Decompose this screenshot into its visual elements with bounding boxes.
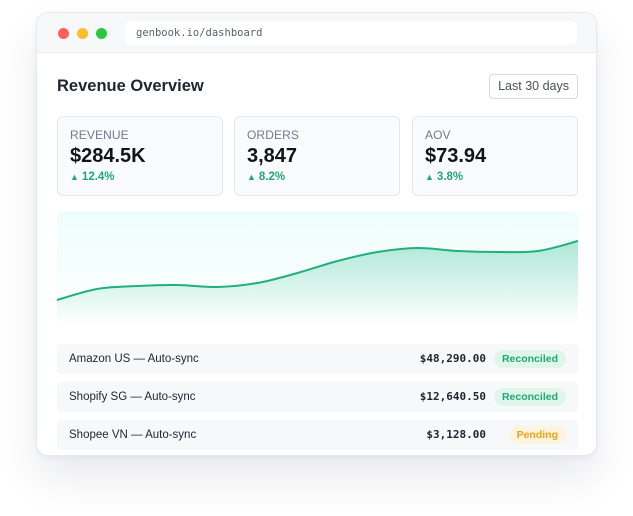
trend-up-icon: ▲ (70, 172, 79, 182)
kpi-delta-value: 12.4% (81, 171, 115, 183)
kpi-delta: ▲ 12.4% (70, 171, 222, 183)
browser-window: genbook.io/dashboard Revenue Overview La… (36, 12, 597, 456)
kpi-delta: ▲ 8.2% (247, 171, 399, 183)
kpi-card-orders: ORDERS 3,847 ▲ 8.2% (234, 116, 400, 196)
row-amount: $48,290.00 (419, 352, 486, 365)
kpi-delta: ▲ 3.8% (425, 171, 577, 183)
window-titlebar: genbook.io/dashboard (37, 13, 596, 53)
table-row[interactable]: Amazon US — Auto-sync $48,290.00 Reconci… (57, 344, 578, 374)
row-store-name: Shopify SG — Auto-sync (69, 391, 196, 403)
kpi-label: REVENUE (70, 128, 129, 142)
trend-up-icon: ▲ (425, 172, 434, 182)
kpi-card-revenue: REVENUE $284.5K ▲ 12.4% (57, 116, 223, 196)
date-range-button[interactable]: Last 30 days (489, 74, 578, 99)
kpi-value: $73.94 (425, 145, 487, 167)
row-amount: $12,640.50 (419, 390, 486, 403)
table-row[interactable]: Shopee VN — Auto-sync $3,128.00 Pending (57, 420, 578, 450)
status-badge: Pending (508, 426, 566, 444)
row-store-name: Amazon US — Auto-sync (69, 353, 199, 365)
kpi-cards: REVENUE $284.5K ▲ 12.4% ORDERS 3,847 ▲ 8.2… (57, 116, 578, 196)
page-title: Revenue Overview (57, 77, 204, 95)
table-row[interactable]: Shopify SG — Auto-sync $12,640.50 Reconc… (57, 382, 578, 412)
row-amount: $3,128.00 (426, 428, 486, 441)
kpi-card-aov: AOV $73.94 ▲ 3.8% (412, 116, 578, 196)
kpi-label: ORDERS (247, 128, 299, 142)
status-badge: Reconciled (493, 350, 566, 368)
kpi-label: AOV (425, 128, 451, 142)
address-bar[interactable]: genbook.io/dashboard (125, 21, 577, 45)
kpi-value: 3,847 (247, 145, 298, 167)
maximize-window-button[interactable] (96, 28, 107, 39)
revenue-chart (57, 211, 578, 324)
trend-up-icon: ▲ (247, 172, 256, 182)
revenue-line (57, 240, 578, 301)
kpi-delta-value: 3.8% (436, 171, 464, 183)
revenue-chart-svg (57, 240, 578, 324)
row-store-name: Shopee VN — Auto-sync (69, 429, 197, 441)
status-badge: Reconciled (493, 388, 566, 406)
minimize-window-button[interactable] (77, 28, 88, 39)
kpi-value: $284.5K (70, 145, 146, 167)
close-window-button[interactable] (58, 28, 69, 39)
revenue-area (57, 241, 578, 324)
kpi-delta-value: 8.2% (258, 171, 286, 183)
